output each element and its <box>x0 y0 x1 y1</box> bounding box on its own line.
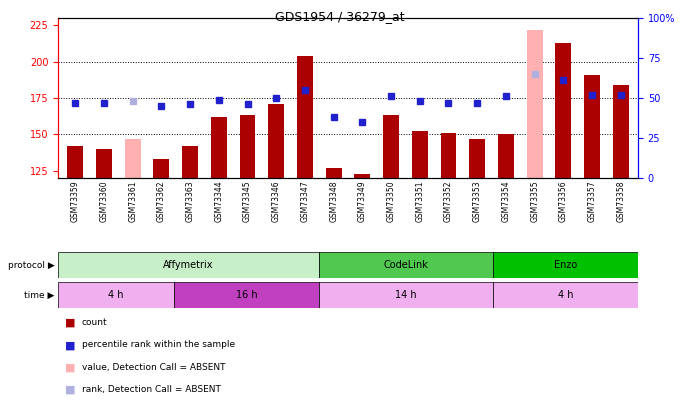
Bar <box>613 85 629 178</box>
Text: count: count <box>82 318 107 327</box>
Text: CodeLink: CodeLink <box>384 260 428 270</box>
Text: ■: ■ <box>65 362 75 373</box>
Bar <box>383 115 399 178</box>
Bar <box>498 134 514 178</box>
Bar <box>297 56 313 178</box>
Bar <box>584 75 600 178</box>
Bar <box>124 139 141 178</box>
Text: rank, Detection Call = ABSENT: rank, Detection Call = ABSENT <box>82 385 221 394</box>
Text: 16 h: 16 h <box>236 290 257 300</box>
Text: Affymetrix: Affymetrix <box>163 260 214 270</box>
Bar <box>493 252 638 278</box>
Bar <box>319 252 493 278</box>
Text: 14 h: 14 h <box>395 290 417 300</box>
Text: ■: ■ <box>65 385 75 395</box>
Text: time ▶: time ▶ <box>24 290 54 300</box>
Bar <box>412 132 428 178</box>
Bar <box>67 146 83 178</box>
Bar <box>174 282 319 308</box>
Bar <box>96 149 112 178</box>
Text: 4 h: 4 h <box>108 290 124 300</box>
Text: ■: ■ <box>65 340 75 350</box>
Text: protocol ▶: protocol ▶ <box>8 260 54 269</box>
Bar <box>493 282 638 308</box>
Text: ■: ■ <box>65 318 75 328</box>
Text: 4 h: 4 h <box>558 290 573 300</box>
Bar <box>269 104 284 178</box>
Bar <box>326 168 341 178</box>
Bar <box>182 146 198 178</box>
Bar <box>58 252 319 278</box>
Bar <box>527 30 543 178</box>
Bar <box>354 174 370 178</box>
Text: value, Detection Call = ABSENT: value, Detection Call = ABSENT <box>82 362 225 371</box>
Text: GDS1954 / 36279_at: GDS1954 / 36279_at <box>275 10 405 23</box>
Bar <box>239 115 256 178</box>
Bar <box>58 282 174 308</box>
Bar <box>319 282 493 308</box>
Bar <box>154 159 169 178</box>
Bar <box>211 117 226 178</box>
Text: percentile rank within the sample: percentile rank within the sample <box>82 340 235 349</box>
Bar <box>441 133 456 178</box>
Text: Enzo: Enzo <box>554 260 577 270</box>
Bar <box>556 43 571 178</box>
Bar <box>469 139 485 178</box>
